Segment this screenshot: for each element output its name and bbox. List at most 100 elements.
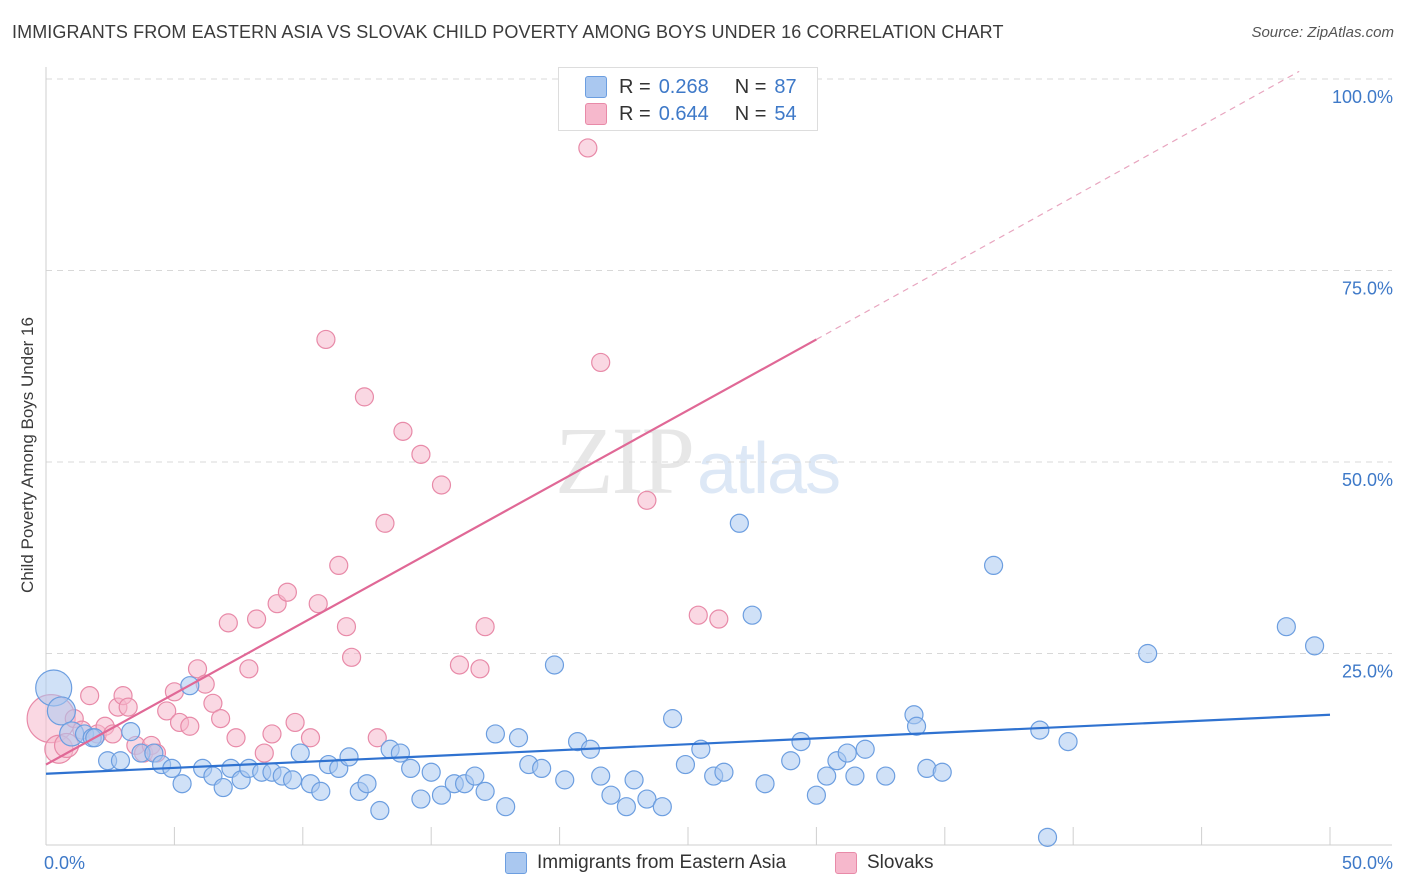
eastern-asia-point xyxy=(817,766,837,786)
slovaks-points xyxy=(26,69,729,764)
bottom-legend-label-slovaks: Slovaks xyxy=(867,852,934,873)
eastern-asia-point xyxy=(465,766,485,786)
eastern-asia-point xyxy=(311,781,331,801)
eastern-asia-point xyxy=(591,766,611,786)
watermark: ZIPatlas xyxy=(555,405,841,516)
legend-n-label: N = xyxy=(734,102,767,125)
slovaks-point xyxy=(262,724,282,744)
eastern-asia-point xyxy=(1304,636,1325,656)
eastern-asia-point xyxy=(508,728,529,748)
slovaks-point xyxy=(203,693,223,713)
eastern-asia-point xyxy=(431,785,452,805)
legend-n-label: N = xyxy=(734,75,767,98)
y-tick-label: 100.0% xyxy=(1332,87,1393,107)
eastern-asia-point xyxy=(282,770,303,790)
x-tick-label: 0.0% xyxy=(44,853,85,873)
eastern-asia-point xyxy=(662,709,683,729)
slovaks-point xyxy=(239,659,259,679)
slovaks-trend-extension xyxy=(816,70,1300,340)
eastern-asia-point xyxy=(213,777,233,798)
slovaks-point xyxy=(475,617,495,637)
eastern-asia-point xyxy=(532,758,552,779)
slovaks-point xyxy=(375,513,395,533)
slovaks-point xyxy=(300,728,321,748)
eastern-asia-point xyxy=(172,774,192,794)
slovaks-point xyxy=(411,444,431,464)
slovaks-point xyxy=(709,609,729,629)
slovaks-point xyxy=(591,352,611,373)
slovaks-point xyxy=(336,617,357,637)
legend-n-value-pink: 54 xyxy=(774,102,797,125)
slovaks-point xyxy=(393,421,413,441)
eastern-asia-points xyxy=(35,513,1325,847)
x-tick-label: 50.0% xyxy=(1342,853,1393,873)
eastern-asia-point xyxy=(855,739,875,759)
eastern-asia-point xyxy=(1058,731,1078,752)
eastern-asia-point xyxy=(601,785,621,805)
legend-n-value-blue: 87 xyxy=(774,75,797,98)
eastern-asia-point xyxy=(485,724,505,744)
eastern-asia-point xyxy=(370,800,390,821)
eastern-asia-point xyxy=(837,743,857,763)
slovaks-trend-line xyxy=(45,338,817,766)
eastern-asia-point xyxy=(1030,720,1050,740)
eastern-asia-point xyxy=(876,766,896,786)
slovaks-point xyxy=(277,582,297,602)
slovaks-point xyxy=(118,697,138,717)
slovaks-point xyxy=(211,709,231,729)
eastern-asia-point xyxy=(475,781,495,801)
slovaks-point xyxy=(308,594,328,614)
eastern-asia-point xyxy=(714,762,734,782)
eastern-asia-point xyxy=(110,751,131,771)
slovaks-point xyxy=(637,490,657,510)
slovaks-point xyxy=(157,701,177,721)
eastern-asia-point xyxy=(339,747,359,767)
eastern-asia-point xyxy=(1037,827,1058,847)
eastern-asia-point xyxy=(624,770,644,790)
bottom-legend-label-eastern-asia: Immigrants from Eastern Asia xyxy=(537,852,787,873)
bottom-legend-swatch-pink xyxy=(835,852,857,874)
slovaks-point xyxy=(367,728,387,748)
watermark-zip: ZIP xyxy=(555,407,695,514)
eastern-asia-point xyxy=(781,751,801,771)
eastern-asia-point xyxy=(1138,643,1158,664)
eastern-asia-point xyxy=(401,758,421,779)
slovaks-point xyxy=(180,716,200,736)
slovaks-point xyxy=(246,609,267,629)
eastern-asia-point xyxy=(983,555,1004,576)
eastern-asia-point xyxy=(1276,617,1296,637)
trend-lines xyxy=(45,70,1331,775)
eastern-asia-point xyxy=(290,743,310,763)
eastern-asia-point xyxy=(121,722,141,742)
slovaks-point xyxy=(329,555,349,576)
tick-labels: 25.0% 50.0% 75.0% 100.0% 0.0% 50.0% xyxy=(44,87,1393,873)
bottom-legend-swatch-blue xyxy=(505,852,527,874)
legend-row-slovaks: R = 0.644 N = 54 xyxy=(585,102,797,126)
eastern-asia-point xyxy=(755,774,775,794)
eastern-asia-point xyxy=(729,513,749,533)
eastern-asia-point xyxy=(544,655,565,675)
eastern-asia-point xyxy=(806,785,827,805)
slovaks-point xyxy=(254,743,274,763)
eastern-asia-point xyxy=(46,696,77,726)
slovaks-point xyxy=(187,659,208,679)
y-tick-label: 75.0% xyxy=(1342,279,1393,299)
chart-title: IMMIGRANTS FROM EASTERN ASIA VS SLOVAK C… xyxy=(12,22,1004,42)
slovaks-point xyxy=(80,686,100,706)
legend-r-label: R = xyxy=(619,102,651,125)
slovaks-point xyxy=(578,138,598,158)
source-label: Source: ZipAtlas.com xyxy=(1251,24,1394,41)
eastern-asia-point xyxy=(411,789,431,809)
axes xyxy=(45,67,1392,846)
legend-r-value-blue: 0.268 xyxy=(658,75,709,98)
slovaks-point xyxy=(688,605,708,625)
legend-row-eastern-asia: R = 0.268 N = 87 xyxy=(585,75,797,99)
eastern-asia-point xyxy=(675,754,696,775)
eastern-asia-point xyxy=(616,797,636,817)
eastern-asia-point xyxy=(742,605,762,625)
slovaks-point xyxy=(470,659,490,679)
slovaks-point xyxy=(226,728,246,748)
eastern-asia-point xyxy=(791,731,811,752)
eastern-asia-point xyxy=(390,743,410,763)
